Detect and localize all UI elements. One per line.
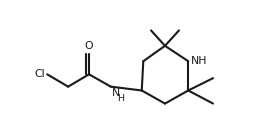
Text: N: N: [111, 88, 120, 98]
Text: Cl: Cl: [34, 69, 45, 79]
Text: H: H: [117, 94, 124, 103]
Text: O: O: [85, 41, 93, 51]
Text: NH: NH: [191, 56, 208, 66]
